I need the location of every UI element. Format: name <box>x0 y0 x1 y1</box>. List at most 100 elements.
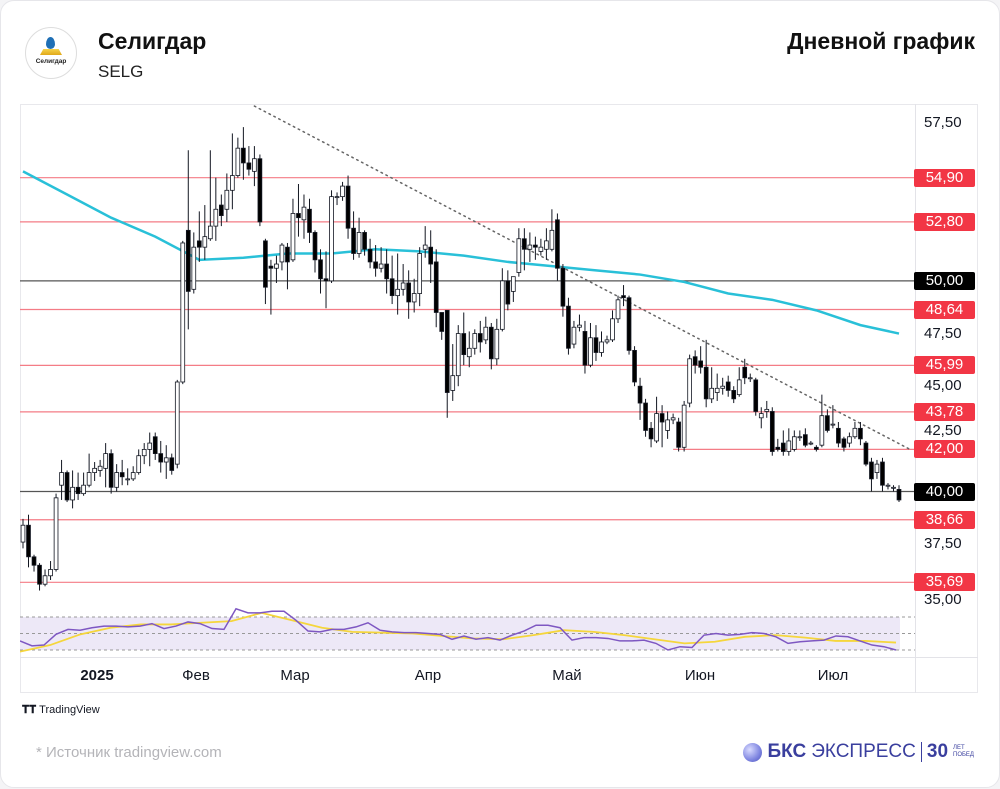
candle-up <box>224 189 230 210</box>
candle-up <box>577 324 582 328</box>
y-tick-label: 47,50 <box>924 324 962 342</box>
candle-down <box>296 213 301 219</box>
candle-down <box>461 333 467 356</box>
candle-down <box>555 219 560 269</box>
candle-up <box>544 240 549 250</box>
candle-down <box>119 472 125 478</box>
candle-down <box>477 333 483 343</box>
candle-down <box>880 461 885 486</box>
candle-down <box>582 331 588 366</box>
candle-down <box>626 297 632 351</box>
brand-years: 30 <box>926 741 949 762</box>
y-tick-label: 37,50 <box>924 535 962 553</box>
candle-up <box>59 472 64 486</box>
candle-down <box>632 349 637 383</box>
candle-up <box>466 347 472 358</box>
candle-up <box>279 244 285 263</box>
candle-down <box>731 390 737 400</box>
level-price-label: 40,00 <box>914 482 975 501</box>
candle-up <box>86 472 92 486</box>
moving-average-line <box>22 170 900 335</box>
candle-down <box>560 267 566 307</box>
candle-down <box>108 453 114 488</box>
level-price-label: 45,99 <box>914 356 975 375</box>
candle-up <box>290 213 296 261</box>
company-logo: Селигдар <box>25 27 77 79</box>
candle-up <box>20 524 26 543</box>
candle-up <box>103 453 108 469</box>
level-price-label: 38,66 <box>914 510 975 529</box>
candle-up <box>130 472 136 480</box>
brand-rest: ЭКСПРЕСС <box>811 741 916 762</box>
candle-up <box>758 413 764 419</box>
candle-up <box>571 326 577 345</box>
candle-down <box>428 246 434 265</box>
candle-down <box>64 472 70 501</box>
candle-down <box>488 326 494 360</box>
candle-up <box>588 337 593 366</box>
rsi-line <box>20 607 897 651</box>
candle-up <box>819 415 825 446</box>
candle-up <box>125 478 131 481</box>
candle-down <box>825 415 830 431</box>
candle-down <box>676 421 681 448</box>
candle-down <box>659 413 665 423</box>
candle-up <box>670 417 676 421</box>
candle-up <box>202 236 208 248</box>
candle-up <box>499 280 505 330</box>
candle-down <box>566 305 571 349</box>
candle-down <box>703 366 709 400</box>
candle-down <box>307 208 312 233</box>
candle-down <box>152 436 158 455</box>
candle-down <box>323 278 329 282</box>
candle-down <box>351 227 356 254</box>
candle-down <box>869 461 874 480</box>
x-tick-label: Июн <box>684 667 716 684</box>
price-chart[interactable] <box>20 105 915 657</box>
candle-down <box>814 446 819 450</box>
y-tick-label: 35,00 <box>924 591 962 609</box>
candle-down <box>863 442 869 465</box>
candle-up <box>114 472 119 488</box>
level-price-label: 54,90 <box>914 168 975 187</box>
candle-down <box>896 489 902 501</box>
tradingview-logo[interactable]: 𝐓𝐓 TradingView <box>22 704 100 717</box>
company-name: Селигдар <box>98 28 207 54</box>
candle-up <box>235 147 241 176</box>
candle-up <box>230 175 235 191</box>
y-tick-label: 42,50 <box>924 422 962 440</box>
time-axis-divider <box>20 657 978 658</box>
candle-up <box>207 225 213 240</box>
candle-down <box>345 185 351 229</box>
candle-down <box>593 337 599 353</box>
candle-up <box>483 326 489 341</box>
candle-up <box>891 486 896 489</box>
candle-up <box>70 486 75 501</box>
candle-up <box>455 333 461 377</box>
level-price-label: 35,69 <box>914 573 975 592</box>
level-price-label: 42,00 <box>914 440 975 459</box>
tradingview-label: TradingView <box>39 704 100 716</box>
level-price-label: 50,00 <box>914 271 975 290</box>
y-tick-label: 57,50 <box>924 113 962 131</box>
candle-up <box>549 229 555 250</box>
candle-up <box>252 158 257 172</box>
candle-down <box>780 442 786 452</box>
x-tick-label: Июл <box>817 667 849 684</box>
candle-up <box>301 206 307 221</box>
candle-down <box>742 366 748 379</box>
brand-divider <box>920 742 922 762</box>
candle-up <box>191 246 197 290</box>
candle-up <box>450 375 456 391</box>
candle-down <box>268 265 274 269</box>
bks-orb-icon <box>743 742 763 762</box>
price-axis-divider <box>915 104 916 693</box>
candle-down <box>384 263 389 280</box>
candle-up <box>736 379 742 396</box>
candle-up <box>213 208 219 227</box>
candle-up <box>852 427 858 438</box>
brand-small: ЛЕТ ПОБЕД <box>953 745 974 758</box>
candle-down <box>858 427 863 440</box>
candle-up <box>81 484 86 495</box>
trendline <box>253 105 911 451</box>
